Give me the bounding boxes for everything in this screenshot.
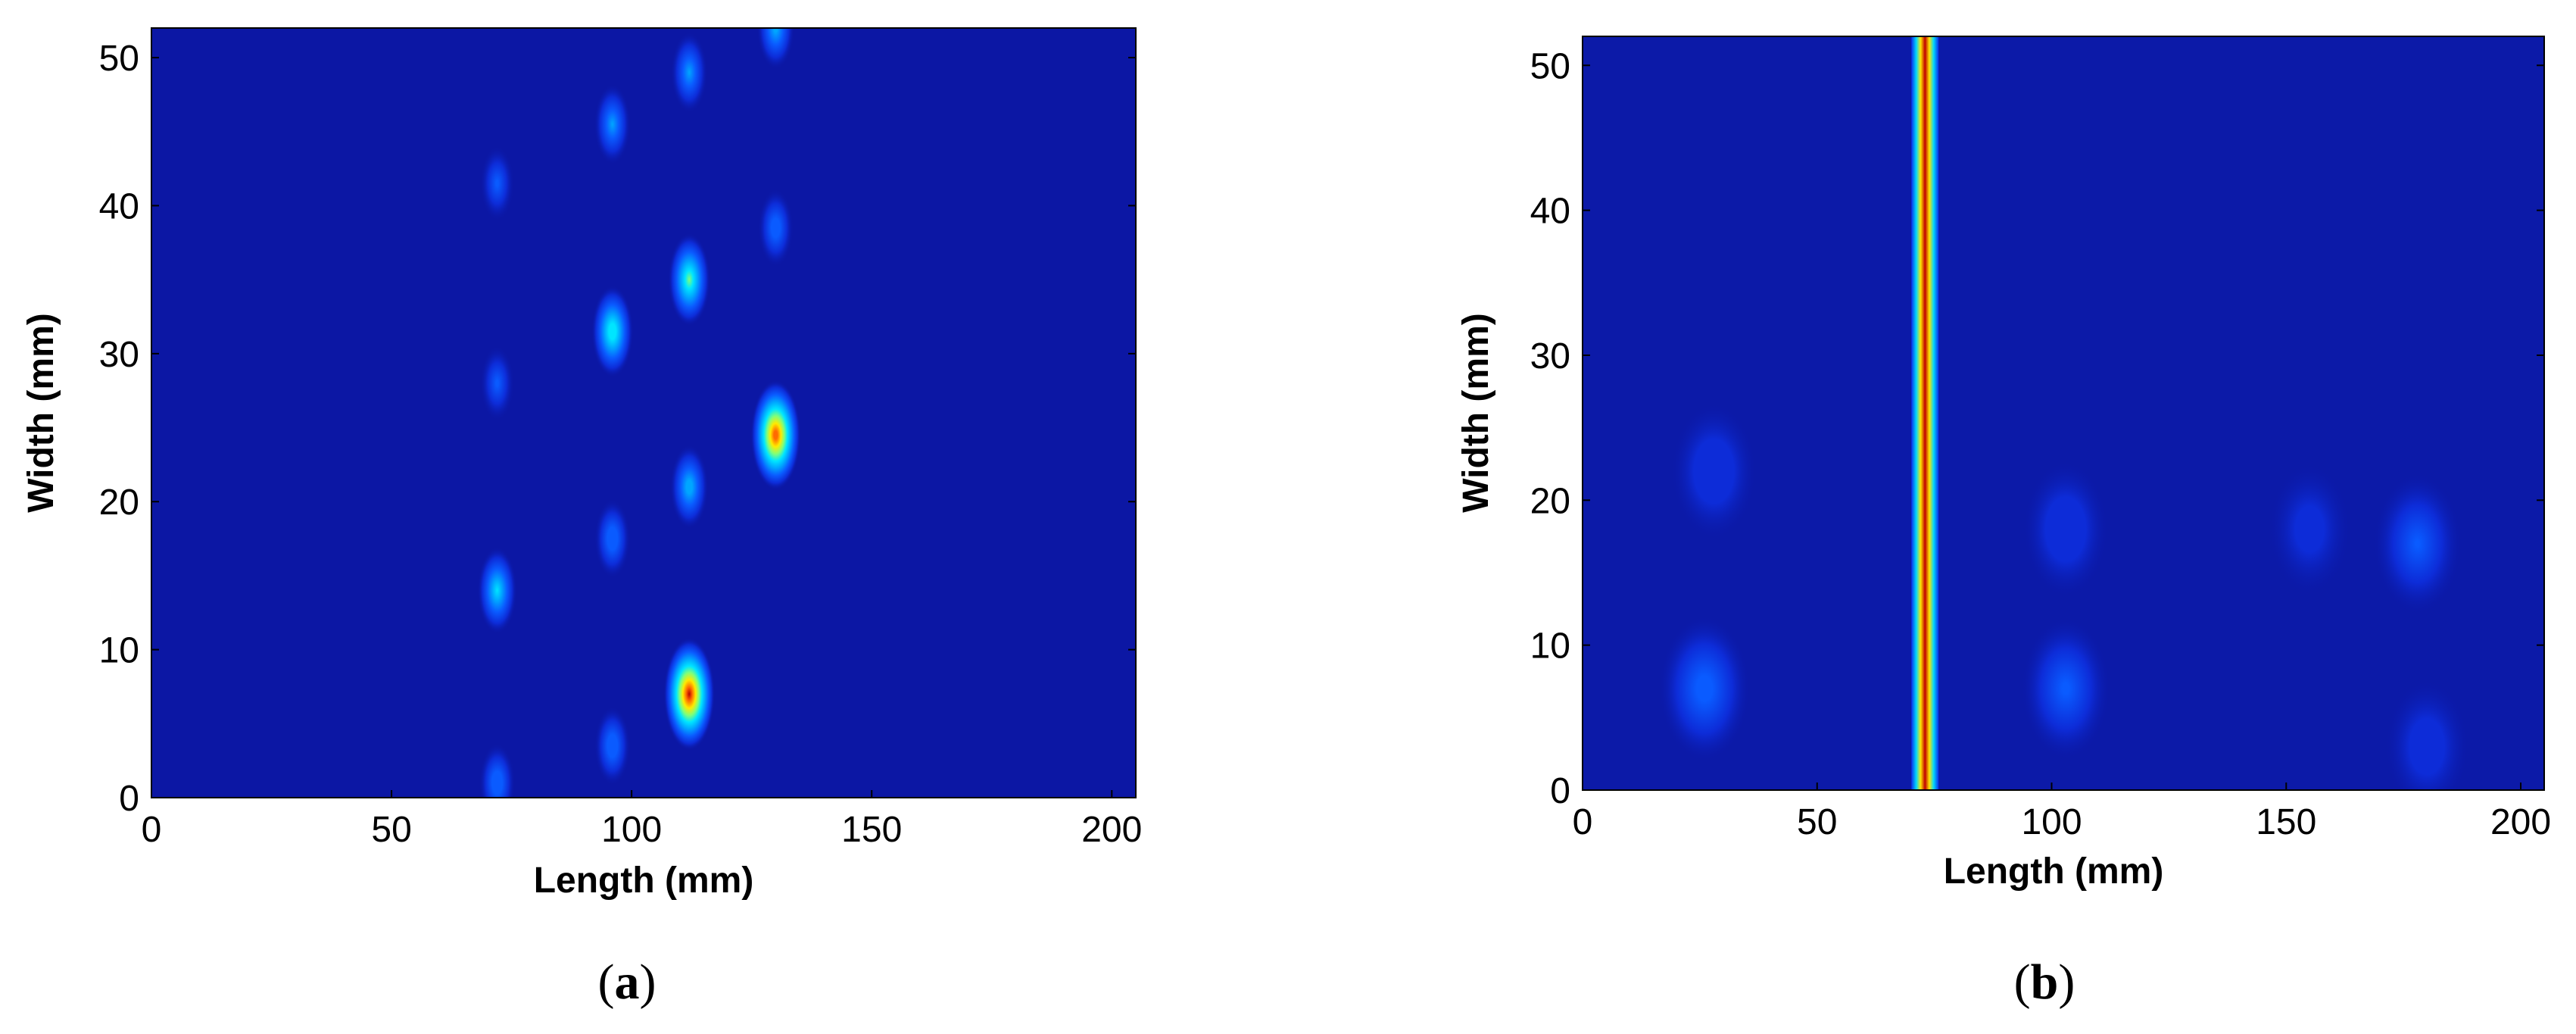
y-tick-label-b-0: 0 xyxy=(1550,771,1570,811)
peak-a-6 xyxy=(594,83,631,165)
x-tick-label-a-4: 200 xyxy=(1081,810,1142,850)
y-tick-label-b-3: 30 xyxy=(1530,336,1570,376)
peak-a-2 xyxy=(668,233,711,326)
x-tick-label-b-1: 50 xyxy=(1797,802,1837,842)
y-tick-label-a-4: 40 xyxy=(99,186,139,226)
vertical-line-b xyxy=(1911,36,1939,790)
y-tick-label-b-2: 20 xyxy=(1530,481,1570,521)
blob-b-3 xyxy=(2021,458,2110,600)
x-tick-label-b-4: 200 xyxy=(2490,802,2551,842)
peak-a-9 xyxy=(594,706,631,786)
y-tick-label-a-3: 30 xyxy=(99,335,139,375)
x-tick-label-b-0: 0 xyxy=(1573,802,1593,842)
x-tick-label-b-3: 150 xyxy=(2256,802,2316,842)
plot-area-a xyxy=(151,28,1136,798)
y-tick-label-a-2: 20 xyxy=(99,483,139,523)
blob-b-1 xyxy=(1670,400,1758,542)
peak-a-10 xyxy=(758,189,794,267)
plot-frame-a xyxy=(151,27,1137,798)
peak-a-5 xyxy=(670,445,709,529)
y-axis-title-a: Width (mm) xyxy=(21,313,61,513)
x-tick-label-a-3: 150 xyxy=(841,810,902,850)
y-tick-label-a-1: 10 xyxy=(99,631,139,671)
panel-label-b: (b) xyxy=(2014,954,2075,1010)
y-tick-label-a-0: 0 xyxy=(119,779,139,819)
x-tick-label-b-2: 100 xyxy=(2021,802,2082,842)
peak-a-11 xyxy=(756,28,795,70)
y-tick-label-a-5: 50 xyxy=(99,39,139,79)
peak-a-7 xyxy=(671,32,708,113)
x-ticks-a: 0 50 100 150 200 xyxy=(142,790,1142,850)
y-tick-label-b-1: 10 xyxy=(1530,626,1570,667)
x-tick-label-a-0: 0 xyxy=(142,810,162,850)
peak-a-8 xyxy=(594,499,631,579)
blob-b-5 xyxy=(2372,470,2463,617)
y-ticks-a: 0 10 20 30 40 50 xyxy=(99,39,1136,819)
y-ticks-b: 0 10 20 30 40 50 xyxy=(1530,46,2544,811)
peak-a-12 xyxy=(480,345,514,421)
blob-b-6 xyxy=(2383,676,2471,790)
peak-a-13 xyxy=(480,145,514,221)
x-axis-title-b: Length (mm) xyxy=(1944,851,2164,892)
x-tick-label-a-2: 100 xyxy=(601,810,662,850)
blob-b-4 xyxy=(2266,461,2353,598)
x-axis-title-a: Length (mm) xyxy=(534,861,754,901)
y-axis-title-b: Width (mm) xyxy=(1456,313,1496,513)
panel-a: 0 50 100 150 200 0 10 20 30 40 50 Length (mm) Wid… xyxy=(21,27,1142,1010)
peak-a-1 xyxy=(750,380,801,490)
blob-b-2 xyxy=(2019,615,2112,762)
peak-a-4 xyxy=(477,547,517,634)
panel-b: 0 50 100 150 200 0 10 20 30 40 50 Length (mm) Wid… xyxy=(1456,36,2551,1010)
x-ticks-b: 0 50 100 150 200 xyxy=(1573,783,2551,842)
heatmap-marks-a xyxy=(477,28,801,798)
plot-frame-b xyxy=(1582,36,2545,791)
peak-a-3 xyxy=(591,285,634,378)
panel-label-letter-a: a xyxy=(615,954,640,1010)
y-tick-label-b-5: 50 xyxy=(1530,46,1570,86)
y-tick-label-b-4: 40 xyxy=(1530,192,1570,232)
panel-label-a: (a) xyxy=(598,954,656,1010)
panel-label-letter-b: b xyxy=(2031,954,2059,1010)
peak-a-14 xyxy=(479,743,516,798)
blob-b-0 xyxy=(1658,614,1751,764)
x-tick-label-a-1: 50 xyxy=(371,810,411,850)
heatmap-marks-b xyxy=(1658,36,2471,790)
peak-a-0 xyxy=(663,637,716,751)
